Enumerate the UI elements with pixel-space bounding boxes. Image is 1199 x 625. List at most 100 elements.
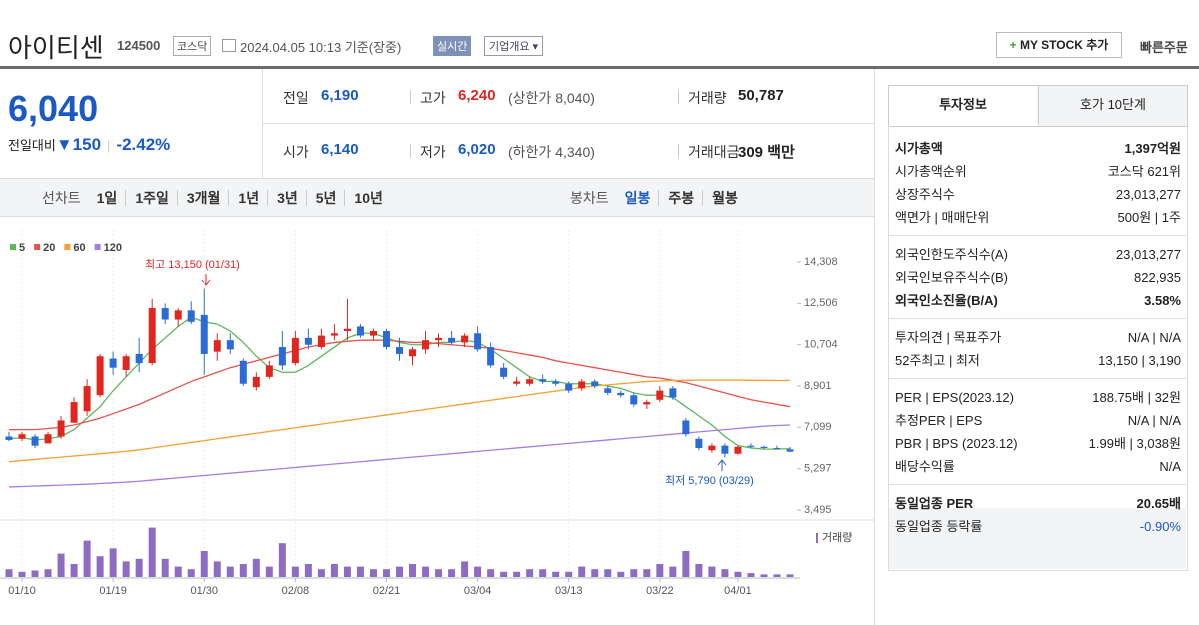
rp-divider [889, 484, 1186, 485]
rp-value: 23,013,277 [1115, 187, 1181, 202]
candle-body [369, 330, 377, 336]
volume-bar [96, 556, 104, 577]
y-tick-label: 14,308 [804, 256, 838, 268]
period-tab[interactable]: 5년 [315, 190, 346, 206]
candle-body [695, 438, 703, 448]
rp-row: 시가총액순위 코스닥 621위 [895, 161, 1181, 183]
volume-bar [291, 566, 299, 577]
stock-name: 아이티센 [8, 33, 104, 63]
y-tick-label: 12,506 [804, 297, 838, 309]
stock-code: 124500 [117, 38, 161, 53]
volume-bar [448, 569, 456, 577]
volume-bar [565, 571, 573, 577]
candle-body [461, 335, 469, 343]
candle-body [122, 356, 130, 370]
mystock-button[interactable]: + MY STOCK 추가 [996, 32, 1122, 58]
rp-label: 52주최고 | 최저 [895, 353, 980, 368]
volume-bar [135, 558, 143, 577]
volume-bar [539, 569, 547, 577]
rp-value: N/A | N/A [1127, 330, 1181, 345]
candle-body [135, 353, 143, 364]
candle-body [57, 420, 65, 437]
candle-body [604, 388, 612, 393]
rp-row: PER | EPS(2023.12) 188.75배 | 32원 [895, 387, 1181, 409]
chart: 최고 13,150 (01/31) 최저 5,790 (03/29) 거래량 1… [0, 230, 874, 597]
rp-row: 동일업종 PER 20.65배 [895, 493, 1181, 515]
rp-row: 외국인보유주식수(B) 822,935 [895, 267, 1181, 289]
volume-bar [500, 571, 508, 577]
rp-value: 23,013,277 [1115, 247, 1181, 262]
period-tab[interactable]: 3개월 [186, 190, 230, 206]
period-tab[interactable]: 10년 [354, 190, 383, 206]
rp-row: 동일업종 등락률 -0.90% [895, 516, 1181, 538]
candle-tab[interactable]: 주봉 [668, 190, 704, 206]
candle-body [734, 446, 742, 454]
legend-label: 20 [43, 242, 55, 254]
period-tab[interactable]: 1년 [238, 190, 269, 206]
candle-body [18, 434, 26, 439]
candle-body [617, 392, 625, 396]
candle-tab[interactable]: 월봉 [712, 190, 738, 206]
volume-bar [786, 574, 794, 577]
volume-bar [747, 573, 755, 577]
candle-body [200, 314, 208, 354]
rp-label: PBR | BPS (2023.12) [895, 436, 1018, 451]
volume-bar [304, 564, 312, 577]
period-tab[interactable]: 1일 [96, 190, 127, 206]
period-tabs: 선차트 1일 1주일 3개월 1년 3년 5년 10년 [42, 188, 383, 208]
candle-body [396, 347, 403, 354]
info-value: 6,240 [458, 87, 496, 104]
change-value: 150 [72, 135, 102, 154]
x-tick-label: 04/01 [724, 585, 752, 597]
rp-tab[interactable]: 호가 10단계 [1038, 86, 1187, 124]
candle-body [291, 337, 299, 364]
rp-label: 투자의견 | 목표주가 [895, 330, 1002, 345]
y-tick-label: 5,297 [804, 463, 832, 475]
candle-body [317, 335, 325, 348]
rp-value: 13,150 | 3,190 [1098, 353, 1181, 368]
rp-row: 투자의견 | 목표주가 N/A | N/A [895, 327, 1181, 349]
legend-swatch [10, 244, 16, 250]
volume-bar [213, 561, 221, 577]
volume-bar [148, 527, 156, 577]
mystock-label: MY STOCK 추가 [1020, 38, 1109, 52]
candle-body [435, 337, 443, 341]
change: ▼150 [55, 135, 102, 154]
info-sep [410, 90, 411, 104]
volume-bar [356, 566, 364, 577]
tab-group-label: 선차트 [42, 190, 81, 206]
info-value: 309 백만 [738, 144, 795, 161]
volume-bar [760, 574, 768, 577]
rp-label: 액면가 | 매매단위 [895, 210, 990, 225]
h-border [262, 123, 874, 124]
volume-bar [382, 569, 390, 577]
candle-body [213, 340, 221, 352]
tab-group-label: 봉차트 [570, 190, 609, 206]
company-button[interactable]: 기업개요 ▾ [484, 36, 544, 56]
rp-tab-active[interactable]: 투자정보 [889, 86, 1037, 126]
candle-tab[interactable]: 일봉 [624, 190, 660, 206]
candle-body [44, 434, 52, 444]
volume-bar [526, 569, 534, 577]
candle-body [161, 308, 169, 320]
period-tab[interactable]: 1주일 [135, 190, 178, 206]
volume-bar [330, 564, 338, 577]
candle-body [591, 381, 599, 387]
candle-body [330, 333, 338, 336]
rp-label: PER | EPS(2023.12) [895, 390, 1014, 405]
rp-value: 500원 | 1주 [1117, 210, 1181, 225]
volume-bar [578, 566, 586, 577]
volume-bar [656, 564, 664, 577]
volume-bar [773, 574, 781, 577]
info-sep [410, 144, 411, 158]
candle-body [239, 360, 247, 384]
quick-order[interactable]: 빠른주문 [1140, 40, 1188, 55]
period-tab[interactable]: 3년 [277, 190, 307, 206]
info-label: 고가 [420, 90, 446, 106]
info-value: 6,020 [458, 141, 496, 158]
candle-body [552, 381, 560, 384]
volume-bar [343, 566, 351, 577]
ma-line [8, 424, 791, 488]
x-tick-label: 02/08 [282, 585, 310, 597]
